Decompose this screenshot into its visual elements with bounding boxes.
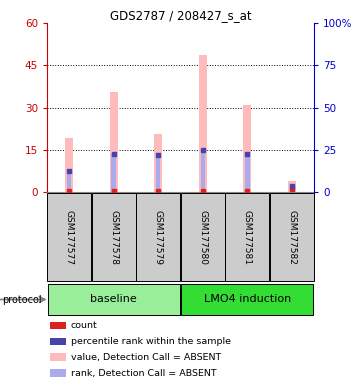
Text: baseline: baseline: [90, 294, 137, 304]
Bar: [49, 322, 66, 329]
Bar: [156, 156, 160, 192]
Title: GDS2787 / 208427_s_at: GDS2787 / 208427_s_at: [110, 9, 251, 22]
Bar: [49, 338, 66, 345]
Bar: [92, 193, 135, 281]
Bar: [136, 193, 180, 281]
Bar: [245, 154, 249, 192]
Bar: [226, 193, 269, 281]
Bar: [48, 284, 180, 315]
Bar: [199, 55, 207, 192]
Text: LMO4 induction: LMO4 induction: [204, 294, 291, 304]
Text: count: count: [71, 321, 98, 330]
Bar: [112, 154, 116, 192]
Bar: [290, 186, 294, 192]
Text: GSM177581: GSM177581: [243, 210, 252, 265]
Bar: [154, 134, 162, 192]
Text: value, Detection Call = ABSENT: value, Detection Call = ABSENT: [71, 353, 221, 362]
Text: percentile rank within the sample: percentile rank within the sample: [71, 337, 231, 346]
Text: protocol: protocol: [2, 295, 42, 305]
Bar: [49, 369, 66, 377]
Text: GSM177578: GSM177578: [109, 210, 118, 265]
Bar: [288, 181, 296, 192]
Bar: [65, 139, 73, 192]
Bar: [270, 193, 314, 281]
Bar: [47, 193, 91, 281]
Bar: [49, 353, 66, 361]
Text: GSM177582: GSM177582: [287, 210, 296, 265]
Bar: [67, 171, 71, 192]
Text: GSM177580: GSM177580: [198, 210, 207, 265]
Bar: [201, 150, 205, 192]
Bar: [243, 105, 251, 192]
Text: rank, Detection Call = ABSENT: rank, Detection Call = ABSENT: [71, 369, 217, 377]
Text: GSM177577: GSM177577: [65, 210, 74, 265]
Bar: [181, 284, 313, 315]
Bar: [110, 92, 118, 192]
Bar: [181, 193, 225, 281]
Text: GSM177579: GSM177579: [154, 210, 163, 265]
